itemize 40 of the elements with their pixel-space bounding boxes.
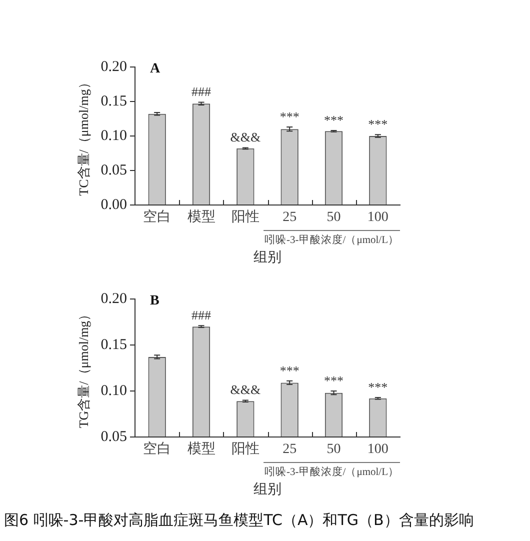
annotation: *** (324, 372, 344, 388)
x-tick-label: 25 (282, 442, 297, 458)
text: 吲哚-3-甲酸浓度/（μmol/L） (264, 232, 400, 246)
x-tick-label: 模型 (187, 209, 216, 226)
chart-title: A (150, 62, 161, 77)
x-tick-label: 阳性 (231, 441, 260, 458)
y-tick-label: 0.05 (100, 428, 127, 445)
y-tick-label: 0.15 (100, 336, 127, 353)
x-tick-label: 100 (367, 442, 388, 458)
y-tick-label: 0.05 (100, 162, 127, 178)
caption: 图6 吲哚-3-甲酸对高脂血症斑马鱼模型TC（A）和TG（B）含量的影响 (4, 510, 474, 530)
annotation: *** (280, 362, 300, 378)
annotation: *** (368, 116, 388, 132)
chart-title: B (150, 294, 160, 309)
y-tick-label: 0.15 (100, 93, 127, 110)
x-tick-label: 100 (367, 210, 388, 226)
annotation: *** (368, 379, 388, 394)
y-tick-label: 0.10 (100, 128, 127, 144)
annotation: *** (280, 108, 300, 124)
y-tick-label: 0.20 (100, 290, 127, 307)
annotation: ### (192, 308, 212, 323)
x-tick-label: 25 (282, 210, 297, 226)
y-tick-label: 0.00 (100, 196, 127, 213)
x-tick-label: 50 (326, 442, 341, 458)
y-tick-label: 0.10 (100, 382, 127, 399)
annotation: &&& (230, 382, 261, 398)
x-tick-label: 空白 (143, 209, 172, 226)
x-tick-label: 阳性 (231, 209, 260, 226)
x-axis-title: 组别 (254, 249, 282, 266)
x-tick-label: 模型 (187, 441, 216, 458)
annotation: *** (324, 112, 344, 128)
y-tick-label: 0.20 (100, 58, 127, 75)
annotation: ### (192, 84, 212, 100)
x-tick-label: 50 (326, 210, 341, 226)
y-axis-title: TG含量/（μmol/mg） (76, 308, 92, 428)
x-tick-label: 空白 (143, 441, 172, 458)
y-axis-title: TC含量/（μmol/mg） (76, 76, 92, 196)
text: 吲哚-3-甲酸浓度/（μmol/L） (264, 464, 400, 478)
annotation: &&& (230, 130, 261, 145)
x-axis-title: 组别 (254, 481, 282, 498)
